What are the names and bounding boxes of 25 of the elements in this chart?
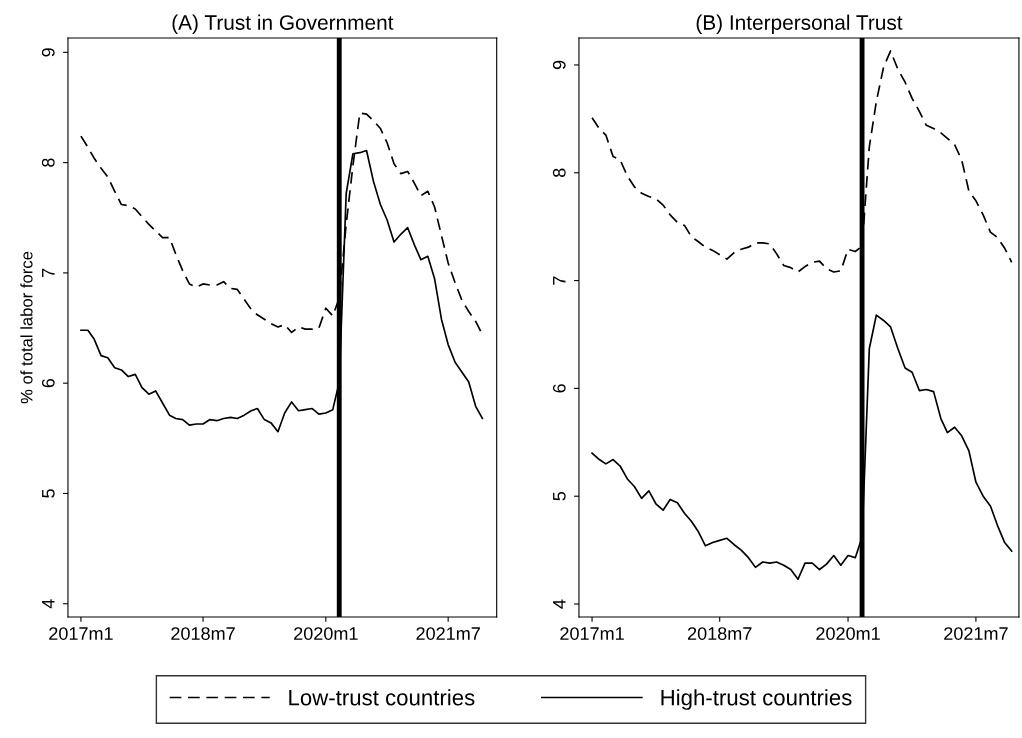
x-tick-label: 2017m1 [49, 627, 113, 640]
x-tick-label: 2017m1 [560, 627, 624, 640]
y-tick-label: 9 [41, 48, 55, 57]
y-tick-label: 5 [42, 489, 55, 498]
y-tick-label: 6 [552, 384, 566, 393]
x-tick-label: 2020m1 [294, 627, 358, 640]
y-tick-label: 4 [553, 599, 566, 609]
x-tick-label: 2018m7 [171, 627, 235, 640]
legend-label: High-trust countries [661, 689, 852, 710]
x-tick-label: 2020m1 [816, 627, 880, 640]
y-axis-title: % of total labor force [20, 251, 33, 404]
y-tick-label: 6 [41, 378, 55, 388]
chart-title: (A) Trust in Government [172, 14, 394, 34]
x-tick-label: 2018m7 [687, 627, 752, 640]
y-tick-label: 8 [41, 158, 55, 167]
y-tick-label: 8 [552, 168, 566, 178]
y-tick-label: 4 [42, 599, 55, 609]
x-tick-label: 2021m7 [944, 627, 1008, 640]
y-tick-label: 7 [553, 276, 566, 285]
x-tick-label: 2021m7 [416, 627, 480, 640]
y-tick-label: 9 [552, 60, 566, 70]
y-tick-label: 5 [553, 491, 566, 501]
y-tick-label: 7 [42, 268, 55, 277]
chart-title: (B) Interpersonal Trust [696, 14, 903, 34]
legend-label: Low-trust countries [289, 689, 475, 706]
